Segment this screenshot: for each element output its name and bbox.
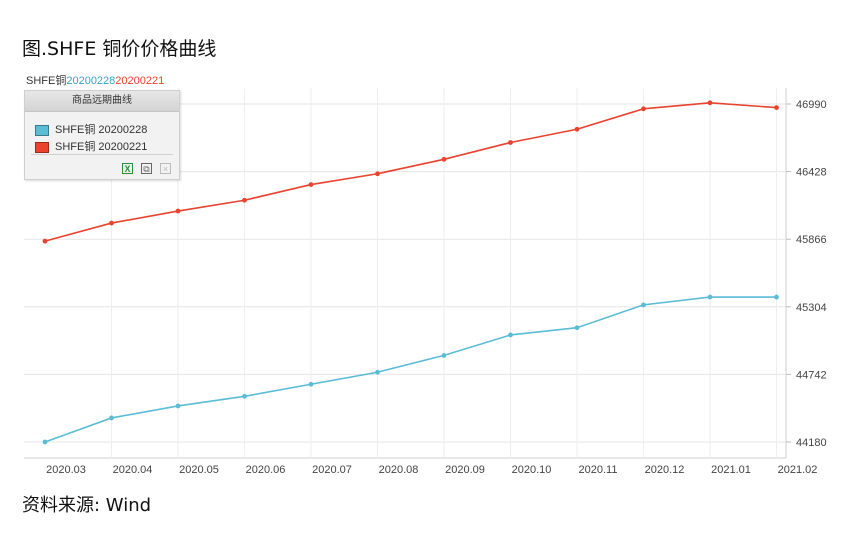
series-1-point bbox=[42, 439, 48, 445]
series-2-point bbox=[109, 220, 114, 226]
legend-label-series-2: SHFE铜 20200221 bbox=[55, 141, 148, 153]
series-2-point bbox=[308, 182, 314, 187]
close-icon[interactable]: × bbox=[160, 163, 171, 174]
legend-swatch-series-1 bbox=[35, 124, 49, 136]
copy-icon[interactable]: ⧉ bbox=[141, 163, 152, 174]
series-1-point bbox=[308, 381, 314, 387]
x-tick-label: 2020.03 bbox=[46, 464, 86, 476]
series-1-point bbox=[707, 294, 713, 300]
series-1-point bbox=[641, 302, 646, 308]
series-1-point bbox=[774, 294, 779, 300]
series-1-point bbox=[109, 415, 114, 421]
legend-divider bbox=[31, 154, 173, 155]
chart-heading: SHFE铜2020022820200221 bbox=[26, 72, 164, 88]
legend-toolbar: X ⧉ × bbox=[114, 159, 171, 174]
chart-heading-commodity: SHFE铜 bbox=[26, 75, 67, 87]
series-line-2 bbox=[44, 101, 777, 242]
excel-icon[interactable]: X bbox=[122, 163, 133, 174]
series-1-point bbox=[375, 369, 380, 375]
series-2-point bbox=[441, 156, 447, 162]
legend-item-series-1[interactable]: SHFE铜 20200228 bbox=[35, 121, 148, 136]
chart-heading-date-2: 20200221 bbox=[115, 75, 165, 87]
series-2-point bbox=[574, 126, 580, 132]
y-tick-label: 45866 bbox=[796, 234, 827, 246]
x-tick-label: 2020.04 bbox=[113, 464, 153, 476]
legend-panel[interactable]: 商品远期曲线 SHFE铜 20200228 SHFE铜 20200221 X ⧉ × bbox=[24, 90, 180, 180]
legend-item-series-2[interactable]: SHFE铜 20200221 bbox=[35, 138, 148, 153]
x-tick-label: 2020.07 bbox=[312, 464, 352, 476]
y-tick-label: 46428 bbox=[796, 167, 827, 179]
series-1-point bbox=[441, 352, 447, 358]
legend-swatch-series-2 bbox=[35, 141, 49, 153]
x-tick-label: 2020.08 bbox=[379, 464, 419, 476]
y-tick-label: 46990 bbox=[796, 99, 827, 111]
y-tick-label: 44742 bbox=[796, 369, 827, 381]
figure-title: 图.SHFE 铜价价格曲线 bbox=[22, 38, 217, 60]
series-1-point bbox=[175, 403, 181, 409]
x-tick-label: 2020.05 bbox=[179, 464, 219, 476]
series-1-point bbox=[508, 332, 513, 338]
x-tick-label: 2020.10 bbox=[512, 464, 552, 476]
x-tick-label: 2020.12 bbox=[645, 464, 685, 476]
series-2-point bbox=[42, 238, 48, 244]
x-tick-label: 2021.02 bbox=[778, 464, 818, 476]
series-2-point bbox=[242, 197, 247, 203]
series-line-1 bbox=[44, 296, 777, 443]
series-2-point bbox=[774, 105, 779, 111]
legend-title: 商品远期曲线 bbox=[25, 91, 179, 112]
series-2-point bbox=[641, 106, 646, 112]
series-1-point bbox=[242, 393, 247, 399]
x-tick-label: 2020.11 bbox=[579, 464, 618, 476]
series-2-point bbox=[175, 208, 181, 214]
chart-heading-date-1: 20200228 bbox=[66, 75, 116, 87]
series-1-point bbox=[574, 325, 580, 331]
x-tick-label: 2020.09 bbox=[445, 464, 485, 476]
series-2-point bbox=[375, 171, 380, 177]
legend-label-series-1: SHFE铜 20200228 bbox=[55, 124, 148, 136]
y-tick-label: 45304 bbox=[796, 302, 827, 314]
x-tick-label: 2021.01 bbox=[711, 464, 751, 476]
source-note: 资料来源: Wind bbox=[22, 495, 152, 516]
x-tick-label: 2020.06 bbox=[246, 464, 286, 476]
y-tick-label: 44180 bbox=[796, 437, 827, 449]
series-2-point bbox=[707, 100, 713, 106]
series-2-point bbox=[508, 140, 513, 145]
